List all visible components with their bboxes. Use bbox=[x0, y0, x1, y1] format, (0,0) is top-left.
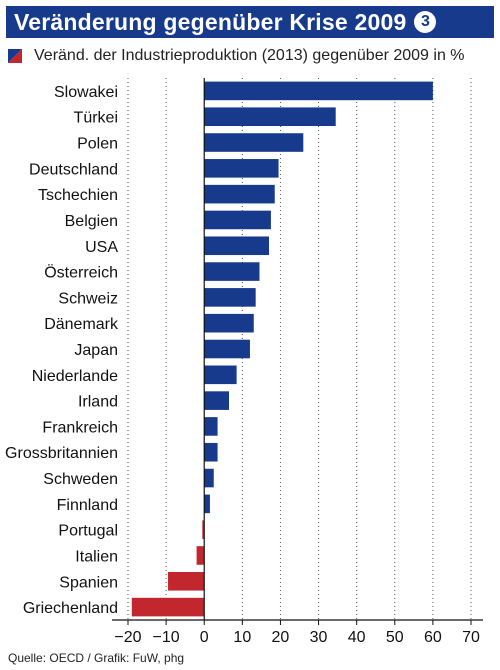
category-label: Polen bbox=[77, 136, 118, 153]
category-label: Tschechien bbox=[38, 187, 118, 204]
category-label: Deutschland bbox=[29, 161, 118, 178]
source-note: Quelle: OECD / Grafik: FuW, phg bbox=[8, 651, 185, 665]
bar bbox=[204, 81, 433, 101]
bar bbox=[196, 546, 205, 565]
x-tick-label: −10 bbox=[153, 629, 180, 646]
category-label: Belgien bbox=[65, 213, 118, 230]
bar bbox=[204, 288, 256, 307]
category-label: Italien bbox=[75, 548, 118, 565]
bar bbox=[204, 159, 279, 178]
bar bbox=[204, 313, 254, 333]
category-label: Spanien bbox=[59, 574, 118, 591]
legend-swatch-icon bbox=[8, 49, 22, 63]
bar bbox=[131, 597, 205, 617]
category-label: Schweiz bbox=[58, 290, 118, 307]
category-label: USA bbox=[85, 239, 118, 256]
chart-title-bar: Veränderung gegenüber Krise 2009 3 bbox=[6, 6, 494, 38]
bar bbox=[168, 571, 205, 591]
category-label: Finnland bbox=[57, 497, 118, 514]
bar bbox=[204, 210, 271, 230]
category-label: Japan bbox=[74, 342, 118, 359]
bar bbox=[204, 133, 304, 152]
x-tick-label: 10 bbox=[233, 629, 251, 646]
category-label: Frankreich bbox=[42, 419, 118, 436]
chart-number-badge: 3 bbox=[414, 11, 437, 33]
x-tick-label: 50 bbox=[386, 629, 404, 646]
bar-chart: Slowakei Türkei Polen Deutschland Tschechien… bbox=[5, 78, 483, 646]
bar bbox=[204, 468, 214, 488]
legend: Veränd. der Industrieproduktion (2013) g… bbox=[8, 44, 465, 68]
category-label: Dänemark bbox=[44, 316, 119, 333]
bar bbox=[204, 442, 218, 462]
bar bbox=[204, 107, 336, 127]
category-label: Grossbritannien bbox=[5, 445, 118, 462]
bar bbox=[204, 236, 270, 256]
bar bbox=[204, 184, 275, 204]
category-label: Österreich bbox=[44, 264, 118, 282]
category-label: Türkei bbox=[74, 110, 118, 127]
category-label: Niederlande bbox=[32, 368, 118, 385]
bar bbox=[204, 391, 229, 410]
bar bbox=[204, 262, 260, 281]
category-label: Slowakei bbox=[54, 84, 118, 101]
bar bbox=[204, 339, 250, 359]
x-tick-label: 40 bbox=[348, 629, 366, 646]
category-label: Schweden bbox=[43, 471, 118, 488]
legend-label: Veränd. der Industrieproduktion (2013) g… bbox=[34, 47, 465, 64]
x-tick-label: 0 bbox=[200, 629, 209, 646]
bar bbox=[204, 365, 237, 385]
category-label: Irland bbox=[78, 394, 118, 411]
x-tick-label: 30 bbox=[310, 629, 328, 646]
category-label: Griechenland bbox=[23, 600, 118, 617]
bar bbox=[204, 494, 210, 514]
chart-title: Veränderung gegenüber Krise 2009 bbox=[14, 8, 407, 35]
x-tick-label: 20 bbox=[272, 629, 290, 646]
bar bbox=[204, 417, 218, 436]
x-tick-label: −20 bbox=[114, 629, 141, 646]
x-tick-label: 60 bbox=[424, 629, 442, 646]
bar bbox=[202, 520, 205, 539]
x-tick-label: 70 bbox=[462, 629, 480, 646]
category-label: Portugal bbox=[58, 523, 118, 540]
